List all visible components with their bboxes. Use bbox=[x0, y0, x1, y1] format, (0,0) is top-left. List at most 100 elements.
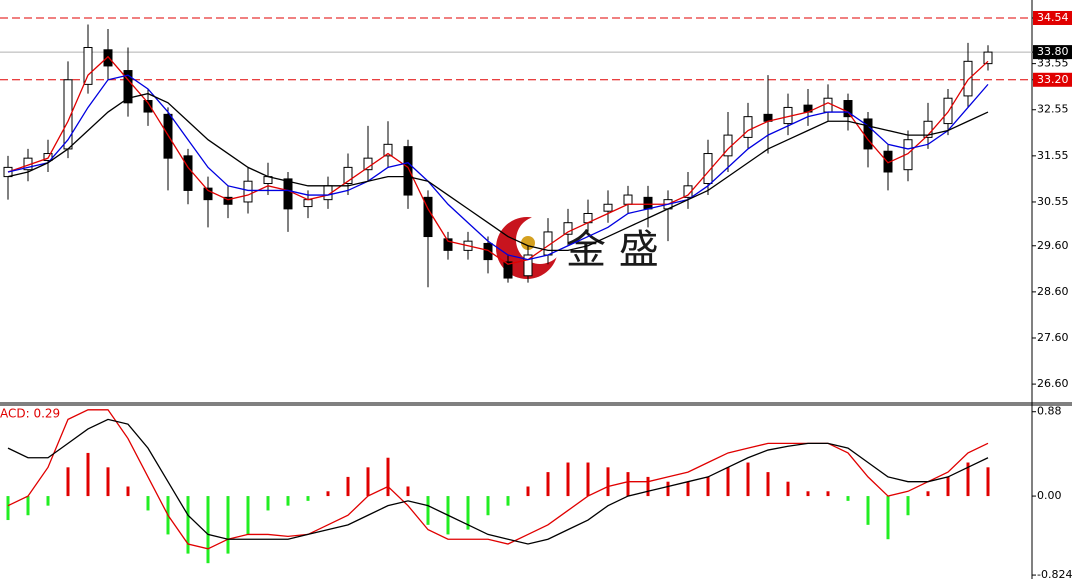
tick-label-box bbox=[1033, 72, 1072, 87]
candle-body bbox=[603, 203, 613, 212]
y-tick-label: 29.60 bbox=[1037, 239, 1069, 252]
candle-body bbox=[283, 178, 293, 210]
histogram-bar bbox=[386, 457, 390, 497]
y-tick-label: 26.60 bbox=[1037, 377, 1069, 390]
histogram-bar bbox=[486, 496, 490, 516]
histogram-bar bbox=[206, 496, 210, 564]
histogram-bar bbox=[66, 467, 70, 497]
candle-body bbox=[443, 238, 453, 251]
y-tick-label: 33.55 bbox=[1037, 57, 1069, 70]
histogram-bar bbox=[426, 496, 430, 525]
candle-body bbox=[243, 180, 253, 203]
histogram-bar bbox=[26, 496, 30, 516]
histogram-bar bbox=[106, 467, 110, 497]
y-tick-label: 28.60 bbox=[1037, 285, 1069, 298]
tick-label-box bbox=[1033, 10, 1072, 25]
histogram-bar bbox=[306, 496, 310, 501]
candle-body bbox=[703, 153, 713, 185]
histogram-bar bbox=[526, 486, 530, 497]
histogram-bar bbox=[646, 476, 650, 497]
histogram-bar bbox=[146, 496, 150, 511]
y-tick-label: 32.55 bbox=[1037, 103, 1069, 116]
histogram-bar bbox=[566, 462, 570, 497]
candle-body bbox=[183, 155, 193, 191]
histogram-bar bbox=[626, 472, 630, 497]
line bbox=[7, 55, 989, 265]
histogram-bar bbox=[986, 467, 990, 497]
histogram-bar bbox=[546, 472, 550, 497]
histogram-bar bbox=[466, 496, 470, 530]
y-tick-label: 30.55 bbox=[1037, 195, 1069, 208]
histogram-bar bbox=[826, 491, 830, 497]
histogram-bar bbox=[6, 496, 10, 521]
y-tick-label: 0.88 bbox=[1037, 405, 1062, 418]
y-tick-label: 33.80 bbox=[1037, 45, 1069, 58]
histogram-bar bbox=[706, 476, 710, 497]
y-tick-label: -0.824 bbox=[1037, 568, 1072, 579]
candle-body bbox=[983, 51, 993, 65]
y-tick-label: 34.54 bbox=[1037, 11, 1069, 24]
candle-body bbox=[563, 222, 573, 235]
histogram-bar bbox=[286, 496, 290, 506]
y-tick-label: 27.60 bbox=[1037, 331, 1069, 344]
candle-body bbox=[683, 185, 693, 198]
candle-body bbox=[303, 199, 313, 208]
tick-label-box bbox=[1033, 45, 1072, 60]
histogram-bar bbox=[226, 496, 230, 554]
candle-body bbox=[643, 196, 653, 210]
histogram-bar bbox=[126, 486, 130, 497]
line bbox=[7, 418, 989, 545]
candle-body bbox=[423, 196, 433, 238]
histogram-bar bbox=[746, 462, 750, 497]
histogram-bar bbox=[946, 476, 950, 497]
candle-body bbox=[223, 196, 233, 205]
histogram-bar bbox=[246, 496, 250, 535]
histogram-bar bbox=[506, 496, 510, 506]
candle-body bbox=[843, 100, 853, 118]
histogram-bar bbox=[266, 496, 270, 511]
candle-body bbox=[503, 261, 513, 279]
candle-body bbox=[143, 100, 153, 113]
candle-body bbox=[383, 143, 393, 157]
histogram-bar bbox=[46, 496, 50, 506]
histogram-bar bbox=[806, 491, 810, 497]
candle-body bbox=[483, 242, 493, 261]
histogram-bar bbox=[666, 481, 670, 497]
histogram-bar bbox=[766, 472, 770, 497]
macd-label: ACD: 0.29 bbox=[0, 407, 60, 421]
y-tick-label: 33.20 bbox=[1037, 73, 1069, 86]
histogram-bar bbox=[86, 452, 90, 497]
histogram-bar bbox=[906, 496, 910, 516]
histogram-bar bbox=[406, 486, 410, 497]
candle-body bbox=[403, 146, 413, 196]
histogram-bar bbox=[886, 496, 890, 540]
candle-body bbox=[623, 194, 633, 205]
histogram-bar bbox=[186, 496, 190, 554]
histogram-bar bbox=[786, 481, 790, 497]
y-tick-label: 31.55 bbox=[1037, 149, 1069, 162]
histogram-bar bbox=[346, 476, 350, 497]
candle-body bbox=[523, 254, 533, 277]
histogram-bar bbox=[926, 491, 930, 497]
line bbox=[7, 92, 989, 252]
candle-body bbox=[343, 166, 353, 185]
candle-body bbox=[123, 70, 133, 104]
candle-body bbox=[103, 49, 113, 67]
histogram-bar bbox=[586, 462, 590, 497]
histogram-bar bbox=[326, 491, 330, 497]
histogram-bar bbox=[846, 496, 850, 501]
candle-body bbox=[923, 120, 933, 138]
candle-body bbox=[83, 46, 93, 85]
histogram-bar bbox=[966, 462, 970, 497]
histogram-bar bbox=[866, 496, 870, 525]
candle-body bbox=[743, 116, 753, 138]
line bbox=[7, 74, 989, 261]
y-tick-label: 0.00 bbox=[1037, 489, 1062, 502]
candle-body bbox=[823, 97, 833, 113]
histogram-bar bbox=[606, 467, 610, 497]
histogram-bar bbox=[726, 467, 730, 497]
histogram-bar bbox=[366, 467, 370, 497]
candle-body bbox=[203, 187, 213, 201]
